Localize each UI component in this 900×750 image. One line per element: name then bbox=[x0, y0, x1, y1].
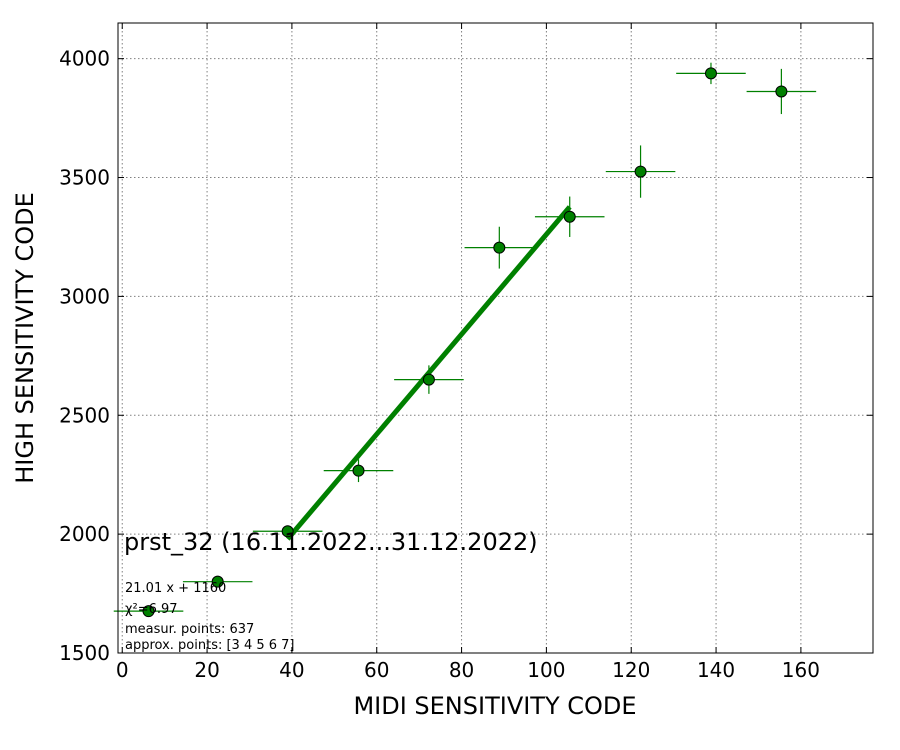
y-tick-label: 1500 bbox=[59, 641, 110, 665]
y-tick-label: 3000 bbox=[59, 284, 110, 308]
chart-annotation-title: prst_32 (16.11.2022...31.12.2022) bbox=[124, 528, 538, 556]
x-tick-label: 60 bbox=[364, 658, 389, 682]
data-point bbox=[534, 196, 605, 237]
point-marker bbox=[563, 210, 576, 223]
y-tick-label: 2000 bbox=[59, 522, 110, 546]
y-tick-label: 4000 bbox=[59, 47, 110, 71]
x-tick-label: 20 bbox=[194, 658, 219, 682]
y-tick-label: 3500 bbox=[59, 166, 110, 190]
point-marker bbox=[704, 67, 717, 80]
data-point bbox=[605, 145, 676, 198]
data-point bbox=[746, 68, 817, 115]
x-axis-label: MIDI SENSITIVITY CODE bbox=[353, 692, 636, 720]
point-marker bbox=[281, 525, 294, 538]
y-axis-label: HIGH SENSITIVITY CODE bbox=[11, 192, 39, 484]
grid bbox=[118, 23, 873, 654]
axis-ticks: 0 20 40 60 80 100 120 140 160 1500 2000 2500 3000 350… bbox=[59, 23, 873, 682]
data-point bbox=[464, 226, 535, 269]
y-tick-label: 2500 bbox=[59, 403, 110, 427]
fit-equation: 21.01 x + 1160 bbox=[125, 581, 226, 596]
x-tick-label: 120 bbox=[612, 658, 650, 682]
data-point bbox=[676, 62, 746, 85]
data-points bbox=[113, 62, 817, 618]
approximation-points: approx. points: [3 4 5 6 7] bbox=[125, 638, 295, 653]
measurement-points: measur. points: 637 bbox=[125, 622, 254, 637]
x-tick-label: 40 bbox=[279, 658, 304, 682]
x-tick-label: 140 bbox=[697, 658, 735, 682]
x-tick-label: 100 bbox=[527, 658, 565, 682]
data-point bbox=[252, 525, 323, 538]
point-marker bbox=[211, 575, 224, 588]
point-marker bbox=[634, 165, 647, 178]
point-marker bbox=[142, 605, 155, 618]
point-marker bbox=[422, 373, 435, 386]
point-marker bbox=[352, 464, 365, 477]
point-marker bbox=[775, 85, 788, 98]
data-point bbox=[182, 575, 253, 588]
data-point bbox=[113, 605, 184, 618]
data-point bbox=[323, 459, 394, 483]
x-tick-label: 80 bbox=[449, 658, 474, 682]
x-tick-label: 160 bbox=[782, 658, 820, 682]
x-tick-label: 0 bbox=[116, 658, 129, 682]
point-marker bbox=[493, 241, 506, 254]
data-point bbox=[394, 365, 464, 394]
chi-square: χ²=6.97 bbox=[125, 602, 178, 617]
plot-frame bbox=[117, 22, 874, 654]
